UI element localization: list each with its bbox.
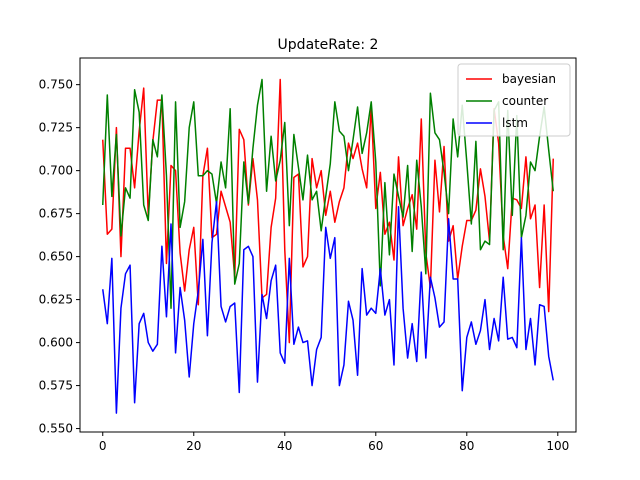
x-tick-label: 20: [186, 439, 201, 453]
x-tick-label: 40: [277, 439, 292, 453]
y-tick-label: 0.700: [39, 164, 73, 178]
legend-label-lstm: lstm: [502, 116, 528, 130]
axes-border: [79, 57, 577, 433]
y-axis: 0.550 0.575 0.600 0.625 0.650 0.675 0.700 0.725…: [39, 78, 80, 436]
series-line-lstm: [102, 200, 554, 414]
plot-area: [102, 78, 554, 414]
legend: bayesian counter lstm: [457, 63, 571, 137]
y-tick-label: 0.625: [39, 293, 73, 307]
y-tick-label: 0.600: [39, 336, 73, 350]
x-tick-label: 100: [546, 439, 569, 453]
x-tick-label: 0: [99, 439, 107, 453]
x-axis: 0 20 40 60 80 100: [99, 432, 569, 453]
series-line-counter: [102, 78, 554, 309]
y-tick-label: 0.675: [39, 207, 73, 221]
legend-label-bayesian: bayesian: [502, 72, 556, 86]
x-tick-label: 80: [459, 439, 474, 453]
legend-box: [457, 63, 571, 137]
axes-frame: [79, 57, 577, 433]
y-tick-label: 0.725: [39, 121, 73, 135]
y-tick-label: 0.550: [39, 422, 73, 436]
chart-title: UpdateRate: 2: [278, 37, 379, 53]
y-tick-label: 0.650: [39, 250, 73, 264]
y-tick-label: 0.750: [39, 78, 73, 92]
legend-label-counter: counter: [502, 94, 548, 108]
y-tick-label: 0.575: [39, 379, 73, 393]
x-tick-label: 60: [368, 439, 383, 453]
